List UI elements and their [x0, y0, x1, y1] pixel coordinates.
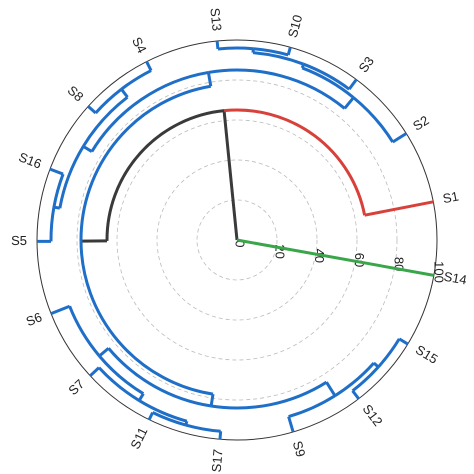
- branch-radial: [391, 132, 408, 144]
- branch-radial: [351, 389, 360, 400]
- branch-arc: [105, 109, 225, 241]
- branch-radial: [89, 366, 100, 377]
- leaf-label: S17: [209, 449, 226, 473]
- branch-radial: [222, 110, 239, 241]
- leaf-label: S6: [24, 309, 44, 329]
- branch-arc: [82, 95, 129, 148]
- leaf-label: S4: [129, 35, 150, 56]
- branch-arc: [138, 399, 188, 423]
- leaf-label: S14: [443, 269, 468, 288]
- leaf-label: S2: [410, 112, 431, 133]
- branch-arc: [151, 411, 187, 427]
- branch-arc: [49, 206, 56, 242]
- branch-arc: [79, 241, 214, 396]
- branch-radial: [145, 60, 153, 72]
- leaf-label: S3: [355, 54, 377, 76]
- branch-radial: [50, 304, 71, 315]
- branch-arc: [210, 380, 328, 410]
- branch-arc: [68, 305, 101, 357]
- grid-circle: [116, 119, 358, 361]
- leaf-label: S7: [65, 376, 87, 398]
- r-tick-label: 100: [431, 261, 446, 283]
- leaf-label: S12: [360, 401, 386, 428]
- leaf-label: S11: [127, 425, 150, 452]
- branch-arc: [90, 70, 209, 153]
- leaf-label: S5: [11, 233, 27, 248]
- grid-circle: [156, 159, 318, 321]
- leaf-label: S8: [65, 83, 87, 105]
- branch-radial: [287, 416, 295, 433]
- branch-arc: [351, 365, 380, 392]
- branch-arc: [352, 96, 395, 143]
- branch-radial: [286, 46, 292, 56]
- branch-radial: [120, 88, 129, 99]
- branch-arc: [303, 62, 351, 91]
- branch-arc: [334, 361, 375, 398]
- branch-arc: [208, 68, 346, 110]
- leaf-label: S13: [207, 7, 224, 32]
- branch-radial: [87, 105, 97, 115]
- grid-circle: [76, 79, 398, 401]
- branch-radial: [98, 347, 110, 358]
- branch-radial: [82, 145, 93, 153]
- branch-arc: [94, 88, 123, 115]
- branch-radial: [343, 96, 355, 110]
- branch-arc: [377, 338, 401, 368]
- branch-radial: [364, 200, 434, 217]
- leaf-label: S15: [413, 342, 441, 367]
- branch-radial: [325, 381, 337, 397]
- branch-radial: [49, 167, 64, 176]
- branch-radial: [398, 337, 409, 346]
- branch-arc: [252, 51, 305, 66]
- branch-radial: [147, 411, 155, 421]
- leaf-label: S10: [285, 13, 306, 39]
- branch-arc: [58, 145, 85, 209]
- branch-arc: [288, 394, 336, 419]
- branch-arc: [120, 69, 152, 91]
- leaf-label: S9: [290, 439, 309, 458]
- branch-radial: [348, 78, 358, 91]
- branch-arc: [79, 84, 212, 242]
- branch-radial: [236, 238, 435, 277]
- leaf-label: S16: [17, 149, 44, 171]
- branch-arc: [98, 355, 145, 395]
- branch-radial: [218, 431, 223, 440]
- branch-arc: [217, 46, 254, 51]
- branch-arc: [185, 423, 221, 433]
- leaf-label: S1: [442, 188, 460, 206]
- branch-arc: [97, 366, 140, 402]
- grid-circle: [196, 199, 278, 281]
- branch-arc: [107, 347, 212, 408]
- branch-radial: [209, 393, 215, 407]
- branch-arc: [301, 66, 355, 99]
- branch-arc: [223, 108, 367, 216]
- branch-radial: [215, 40, 220, 50]
- branch-radial: [206, 72, 213, 87]
- r-tick-label: 0: [233, 240, 248, 247]
